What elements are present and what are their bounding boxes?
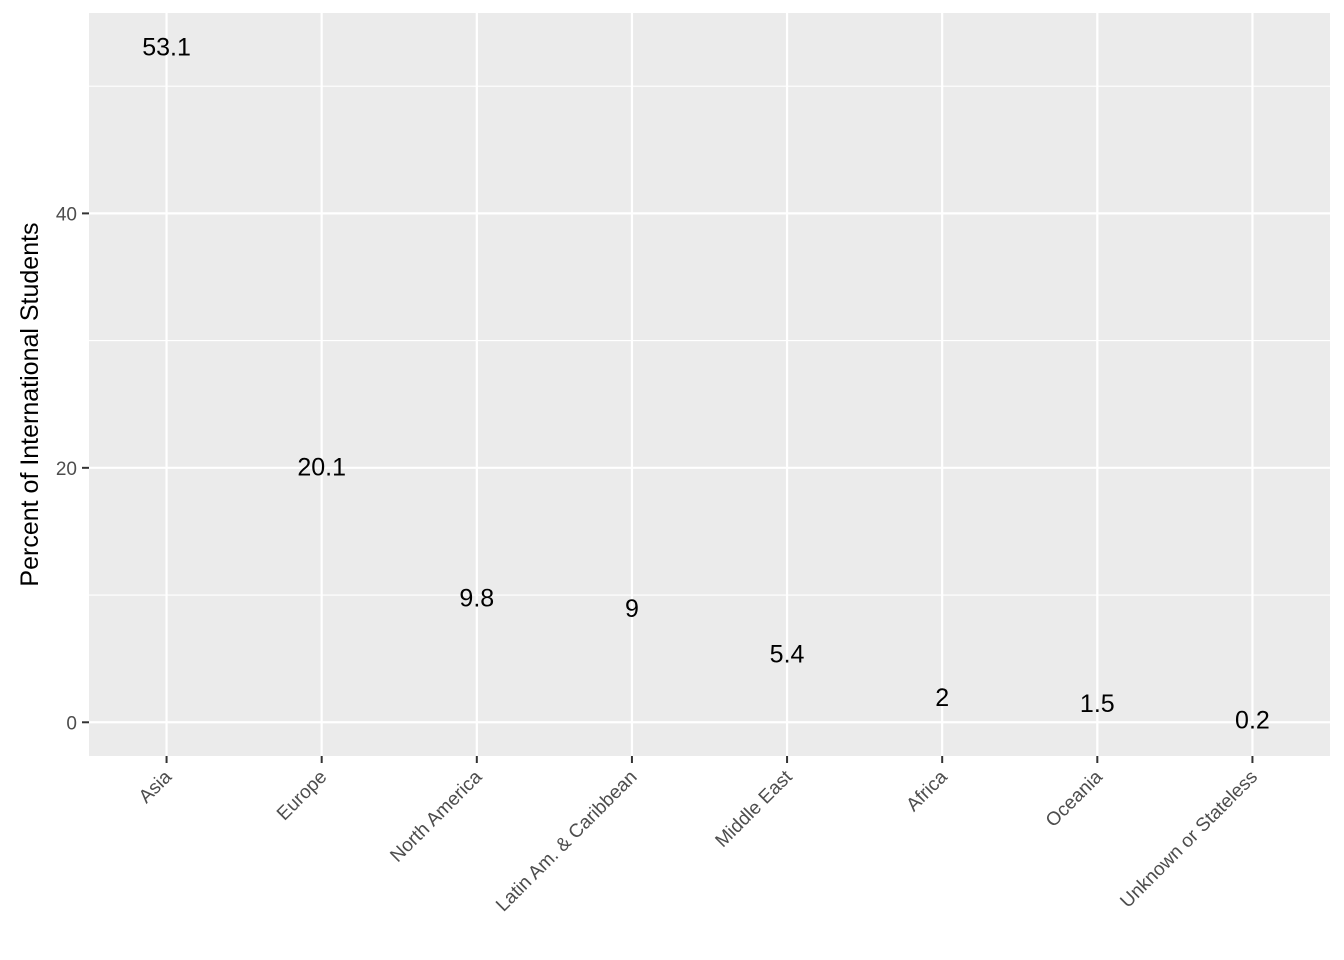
- x-tick-label: Unknown or Stateless: [1116, 767, 1262, 913]
- x-axis: Asia Europe North America Latin Am. & Carib…: [135, 756, 1262, 916]
- x-tick-label: Europe: [273, 767, 331, 825]
- major-gridlines: [89, 13, 1330, 756]
- x-tick-label: Asia: [135, 766, 176, 807]
- data-label: 9.8: [459, 585, 494, 613]
- data-label: 53.1: [142, 34, 191, 62]
- data-label: 2: [935, 684, 949, 712]
- x-tick-label: North America: [386, 766, 486, 866]
- x-tick-label: Oceania: [1042, 766, 1107, 831]
- data-label: 20.1: [297, 454, 346, 482]
- y-axis-title: Percent of International Students: [16, 222, 44, 586]
- y-tick-label: 40: [56, 204, 77, 225]
- y-axis: 0 20 40: [56, 204, 89, 734]
- data-labels: 53.1 20.1 9.8 9 5.4 2 1.5 0.2: [142, 34, 1270, 735]
- minor-gridlines: [89, 85, 1330, 596]
- x-tick-label: Africa: [903, 766, 952, 815]
- y-tick-label: 20: [56, 459, 77, 480]
- y-tick-label: 0: [66, 713, 77, 734]
- plot-panel: [89, 13, 1330, 756]
- x-tick-label: Middle East: [712, 766, 798, 852]
- data-label: 9: [625, 595, 639, 623]
- data-label: 0.2: [1235, 707, 1270, 735]
- x-tick-label: Latin Am. & Caribbean: [492, 767, 641, 916]
- data-label: 1.5: [1080, 690, 1115, 718]
- data-label: 5.4: [770, 641, 805, 669]
